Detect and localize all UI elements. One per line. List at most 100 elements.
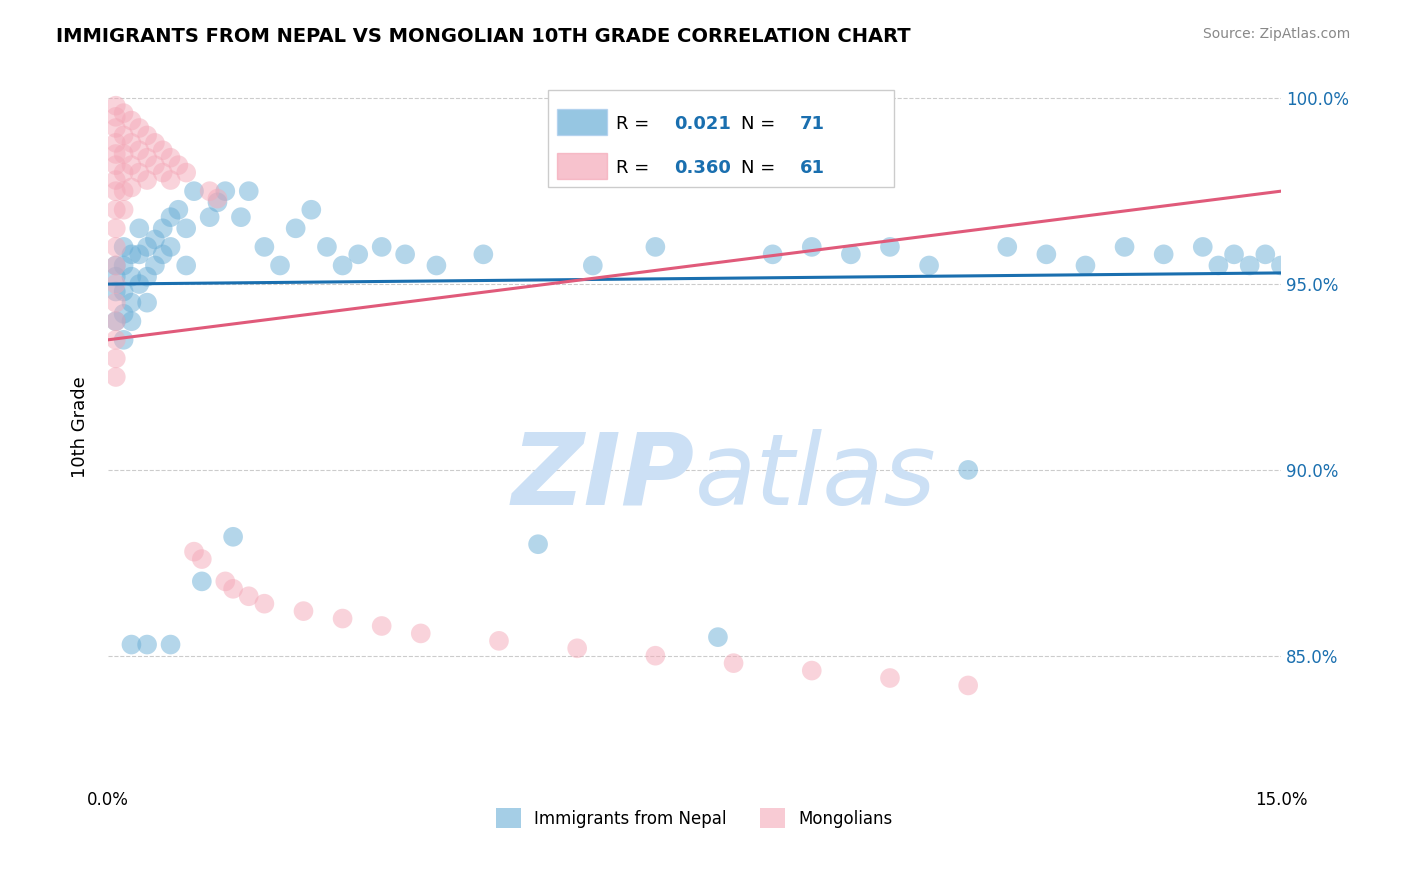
Point: [198, 184, 221, 198]
Y-axis label: 10th Grade: 10th Grade: [72, 376, 89, 478]
Point: [198, 210, 221, 224]
Point: [128, 247, 150, 261]
Point: [347, 247, 370, 261]
Text: atlas: atlas: [695, 429, 936, 526]
Point: [253, 240, 276, 254]
Point: [1153, 247, 1175, 261]
Point: [128, 120, 150, 135]
Point: [143, 136, 166, 150]
Point: [800, 664, 823, 678]
Point: [120, 269, 142, 284]
Point: [104, 173, 127, 187]
Point: [332, 611, 354, 625]
Point: [104, 269, 127, 284]
Point: [174, 221, 197, 235]
Text: 0.021: 0.021: [675, 115, 731, 133]
Point: [957, 678, 980, 692]
Point: [104, 202, 127, 217]
Point: [136, 128, 159, 143]
Point: [229, 210, 252, 224]
Point: [167, 158, 190, 172]
Point: [207, 195, 229, 210]
Point: [292, 604, 315, 618]
Point: [112, 202, 135, 217]
Point: [879, 240, 901, 254]
Point: [159, 210, 181, 224]
Point: [143, 259, 166, 273]
Point: [104, 285, 127, 299]
Text: 71: 71: [800, 115, 825, 133]
Point: [253, 597, 276, 611]
Point: [120, 247, 142, 261]
Point: [488, 633, 510, 648]
Text: Source: ZipAtlas.com: Source: ZipAtlas.com: [1202, 27, 1350, 41]
Point: [567, 641, 589, 656]
Point: [238, 589, 260, 603]
Point: [136, 269, 159, 284]
Point: [152, 165, 174, 179]
Point: [104, 259, 127, 273]
Point: [957, 463, 980, 477]
Point: [159, 173, 181, 187]
Point: [112, 165, 135, 179]
Point: [104, 120, 127, 135]
Point: [104, 184, 127, 198]
FancyBboxPatch shape: [548, 90, 894, 186]
Point: [995, 240, 1018, 254]
Point: [800, 240, 823, 254]
Point: [120, 638, 142, 652]
Point: [104, 314, 127, 328]
Text: 61: 61: [800, 159, 825, 177]
Point: [214, 184, 236, 198]
Point: [136, 240, 159, 254]
Point: [104, 158, 127, 172]
Point: [839, 247, 862, 261]
Point: [332, 259, 354, 273]
Point: [527, 537, 550, 551]
Point: [112, 240, 135, 254]
Point: [222, 582, 245, 596]
Text: 0.360: 0.360: [675, 159, 731, 177]
Point: [104, 351, 127, 366]
Point: [152, 143, 174, 157]
Text: ZIP: ZIP: [512, 429, 695, 526]
Point: [582, 259, 605, 273]
Point: [120, 180, 142, 194]
Point: [1035, 247, 1057, 261]
Point: [409, 626, 432, 640]
Text: R =: R =: [616, 115, 655, 133]
Point: [104, 370, 127, 384]
Point: [128, 143, 150, 157]
FancyBboxPatch shape: [557, 153, 606, 178]
Point: [191, 552, 214, 566]
Point: [879, 671, 901, 685]
Point: [284, 221, 307, 235]
Point: [918, 259, 941, 273]
Point: [723, 656, 745, 670]
Point: [136, 638, 159, 652]
Text: N =: N =: [741, 115, 782, 133]
Point: [120, 158, 142, 172]
Point: [1074, 259, 1097, 273]
Point: [174, 259, 197, 273]
Point: [152, 247, 174, 261]
Point: [104, 314, 127, 328]
Point: [104, 295, 127, 310]
Point: [394, 247, 416, 261]
Text: IMMIGRANTS FROM NEPAL VS MONGOLIAN 10TH GRADE CORRELATION CHART: IMMIGRANTS FROM NEPAL VS MONGOLIAN 10TH …: [56, 27, 911, 45]
Point: [112, 147, 135, 161]
Point: [1270, 259, 1292, 273]
Point: [370, 619, 392, 633]
Point: [222, 530, 245, 544]
Point: [644, 648, 666, 663]
Point: [104, 259, 127, 273]
Point: [159, 151, 181, 165]
Point: [183, 184, 205, 198]
Point: [238, 184, 260, 198]
Point: [1223, 247, 1246, 261]
Legend: Immigrants from Nepal, Mongolians: Immigrants from Nepal, Mongolians: [489, 801, 900, 835]
Point: [167, 202, 190, 217]
Point: [1191, 240, 1213, 254]
Point: [104, 98, 127, 112]
FancyBboxPatch shape: [557, 109, 606, 135]
